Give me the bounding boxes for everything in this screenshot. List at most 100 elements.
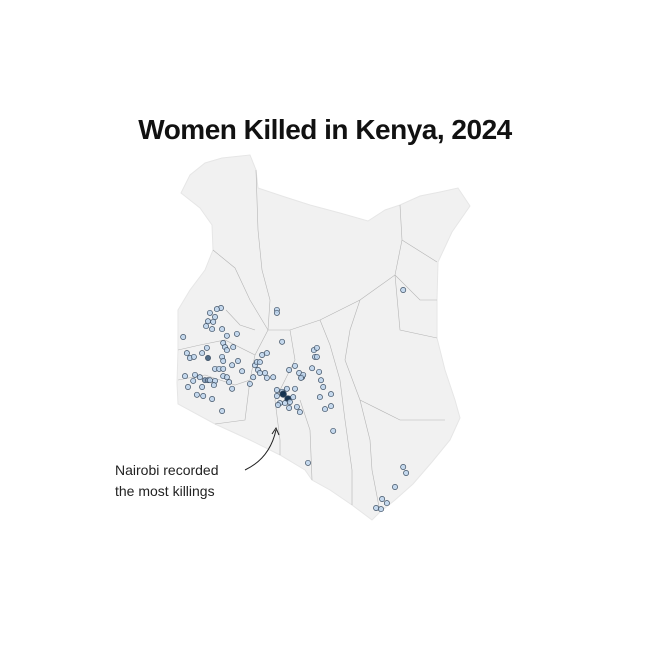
incident-dot bbox=[205, 355, 211, 361]
incident-dot bbox=[183, 350, 190, 357]
incident-dot bbox=[256, 359, 263, 366]
incident-dot bbox=[328, 391, 334, 398]
incident-dot bbox=[316, 368, 323, 375]
incident-dot bbox=[322, 406, 328, 413]
incident-dot bbox=[203, 344, 210, 351]
county-border bbox=[319, 319, 353, 505]
incident-dot bbox=[379, 496, 386, 502]
county-border bbox=[359, 399, 445, 421]
incident-dot bbox=[239, 368, 246, 375]
incident-dot bbox=[229, 362, 236, 369]
incident-dot bbox=[400, 464, 407, 470]
incident-dot bbox=[286, 367, 293, 373]
incident-dot bbox=[328, 403, 334, 410]
incident-dot bbox=[190, 377, 197, 384]
kenya-outline bbox=[176, 154, 471, 521]
incident-dot bbox=[373, 505, 380, 511]
incident-dot bbox=[263, 350, 270, 357]
county-border bbox=[177, 339, 256, 356]
incident-dot bbox=[318, 377, 324, 384]
incident-dot bbox=[219, 408, 226, 414]
incident-dot bbox=[223, 332, 230, 339]
incident-dots bbox=[180, 287, 410, 513]
incident-dot bbox=[210, 382, 217, 389]
incident-dot bbox=[313, 353, 320, 360]
incident-dot bbox=[193, 391, 200, 398]
county-border bbox=[177, 374, 251, 386]
incident-dot bbox=[199, 384, 206, 390]
incident-dot bbox=[378, 506, 384, 513]
incident-dot bbox=[298, 374, 304, 381]
incident-dot bbox=[182, 373, 188, 380]
incident-dot bbox=[180, 334, 187, 340]
county-border bbox=[394, 274, 437, 301]
incident-dot bbox=[292, 362, 298, 369]
incident-dot bbox=[279, 390, 287, 398]
incident-dot bbox=[220, 358, 227, 364]
incident-dot bbox=[203, 323, 210, 330]
incident-dot bbox=[282, 400, 288, 407]
incident-dot bbox=[279, 338, 286, 345]
incident-dot bbox=[262, 370, 268, 376]
incident-dot bbox=[290, 394, 297, 401]
incident-dot bbox=[205, 318, 211, 325]
map-title: Women Killed in Kenya, 2024 bbox=[138, 114, 512, 145]
incident-dot bbox=[213, 306, 220, 313]
incident-dot bbox=[212, 314, 218, 320]
incident-dot bbox=[220, 365, 227, 372]
incident-dot bbox=[233, 330, 240, 337]
county-border bbox=[401, 239, 438, 263]
incident-dot bbox=[392, 484, 398, 490]
incident-dot bbox=[403, 470, 410, 476]
incident-dot bbox=[246, 380, 253, 387]
incident-dot bbox=[273, 387, 280, 393]
incident-dot bbox=[286, 399, 293, 405]
incident-dot bbox=[192, 371, 198, 378]
incident-dot bbox=[275, 402, 281, 408]
county-border bbox=[394, 274, 438, 339]
incident-dot bbox=[259, 352, 266, 358]
incident-dot bbox=[206, 309, 213, 316]
incident-dot bbox=[229, 385, 236, 392]
incident-dot bbox=[316, 394, 323, 401]
incident-dot bbox=[313, 344, 320, 351]
incident-dot bbox=[209, 326, 216, 333]
incident-dot bbox=[256, 370, 263, 376]
incident-dot bbox=[273, 309, 280, 316]
incident-dot bbox=[206, 377, 213, 384]
county-border bbox=[255, 169, 271, 331]
incident-dot bbox=[250, 374, 257, 381]
incident-dot bbox=[283, 385, 290, 392]
incident-dot bbox=[296, 409, 303, 416]
county-border bbox=[299, 399, 313, 481]
incident-dot bbox=[286, 405, 293, 411]
incident-dot bbox=[383, 500, 390, 507]
incident-dot bbox=[263, 374, 270, 381]
incident-dot bbox=[190, 353, 197, 360]
incident-dot bbox=[226, 379, 233, 386]
incident-dot bbox=[210, 318, 217, 325]
incident-dot bbox=[223, 374, 230, 381]
incident-dot bbox=[230, 344, 237, 351]
incident-dot bbox=[235, 358, 241, 364]
county-border bbox=[212, 204, 403, 331]
incident-dot bbox=[199, 350, 206, 357]
incident-dot bbox=[200, 393, 207, 399]
incident-dot bbox=[196, 374, 203, 381]
incident-dot bbox=[293, 403, 300, 410]
incident-dot bbox=[185, 384, 191, 390]
annotation-arrow bbox=[244, 429, 277, 471]
incident-dot bbox=[309, 365, 316, 372]
incident-dot bbox=[292, 385, 298, 392]
incident-dot bbox=[273, 393, 280, 399]
incident-dot bbox=[270, 374, 277, 381]
incident-dot bbox=[305, 459, 311, 466]
incident-dot bbox=[320, 384, 327, 390]
incident-dot bbox=[219, 326, 226, 333]
incident-dot bbox=[209, 396, 216, 402]
annotation-line-1: Nairobi recorded bbox=[115, 462, 219, 478]
annotation-line-2: the most killings bbox=[115, 483, 215, 499]
incident-dot bbox=[223, 347, 230, 354]
arrowhead-icon bbox=[271, 426, 280, 436]
